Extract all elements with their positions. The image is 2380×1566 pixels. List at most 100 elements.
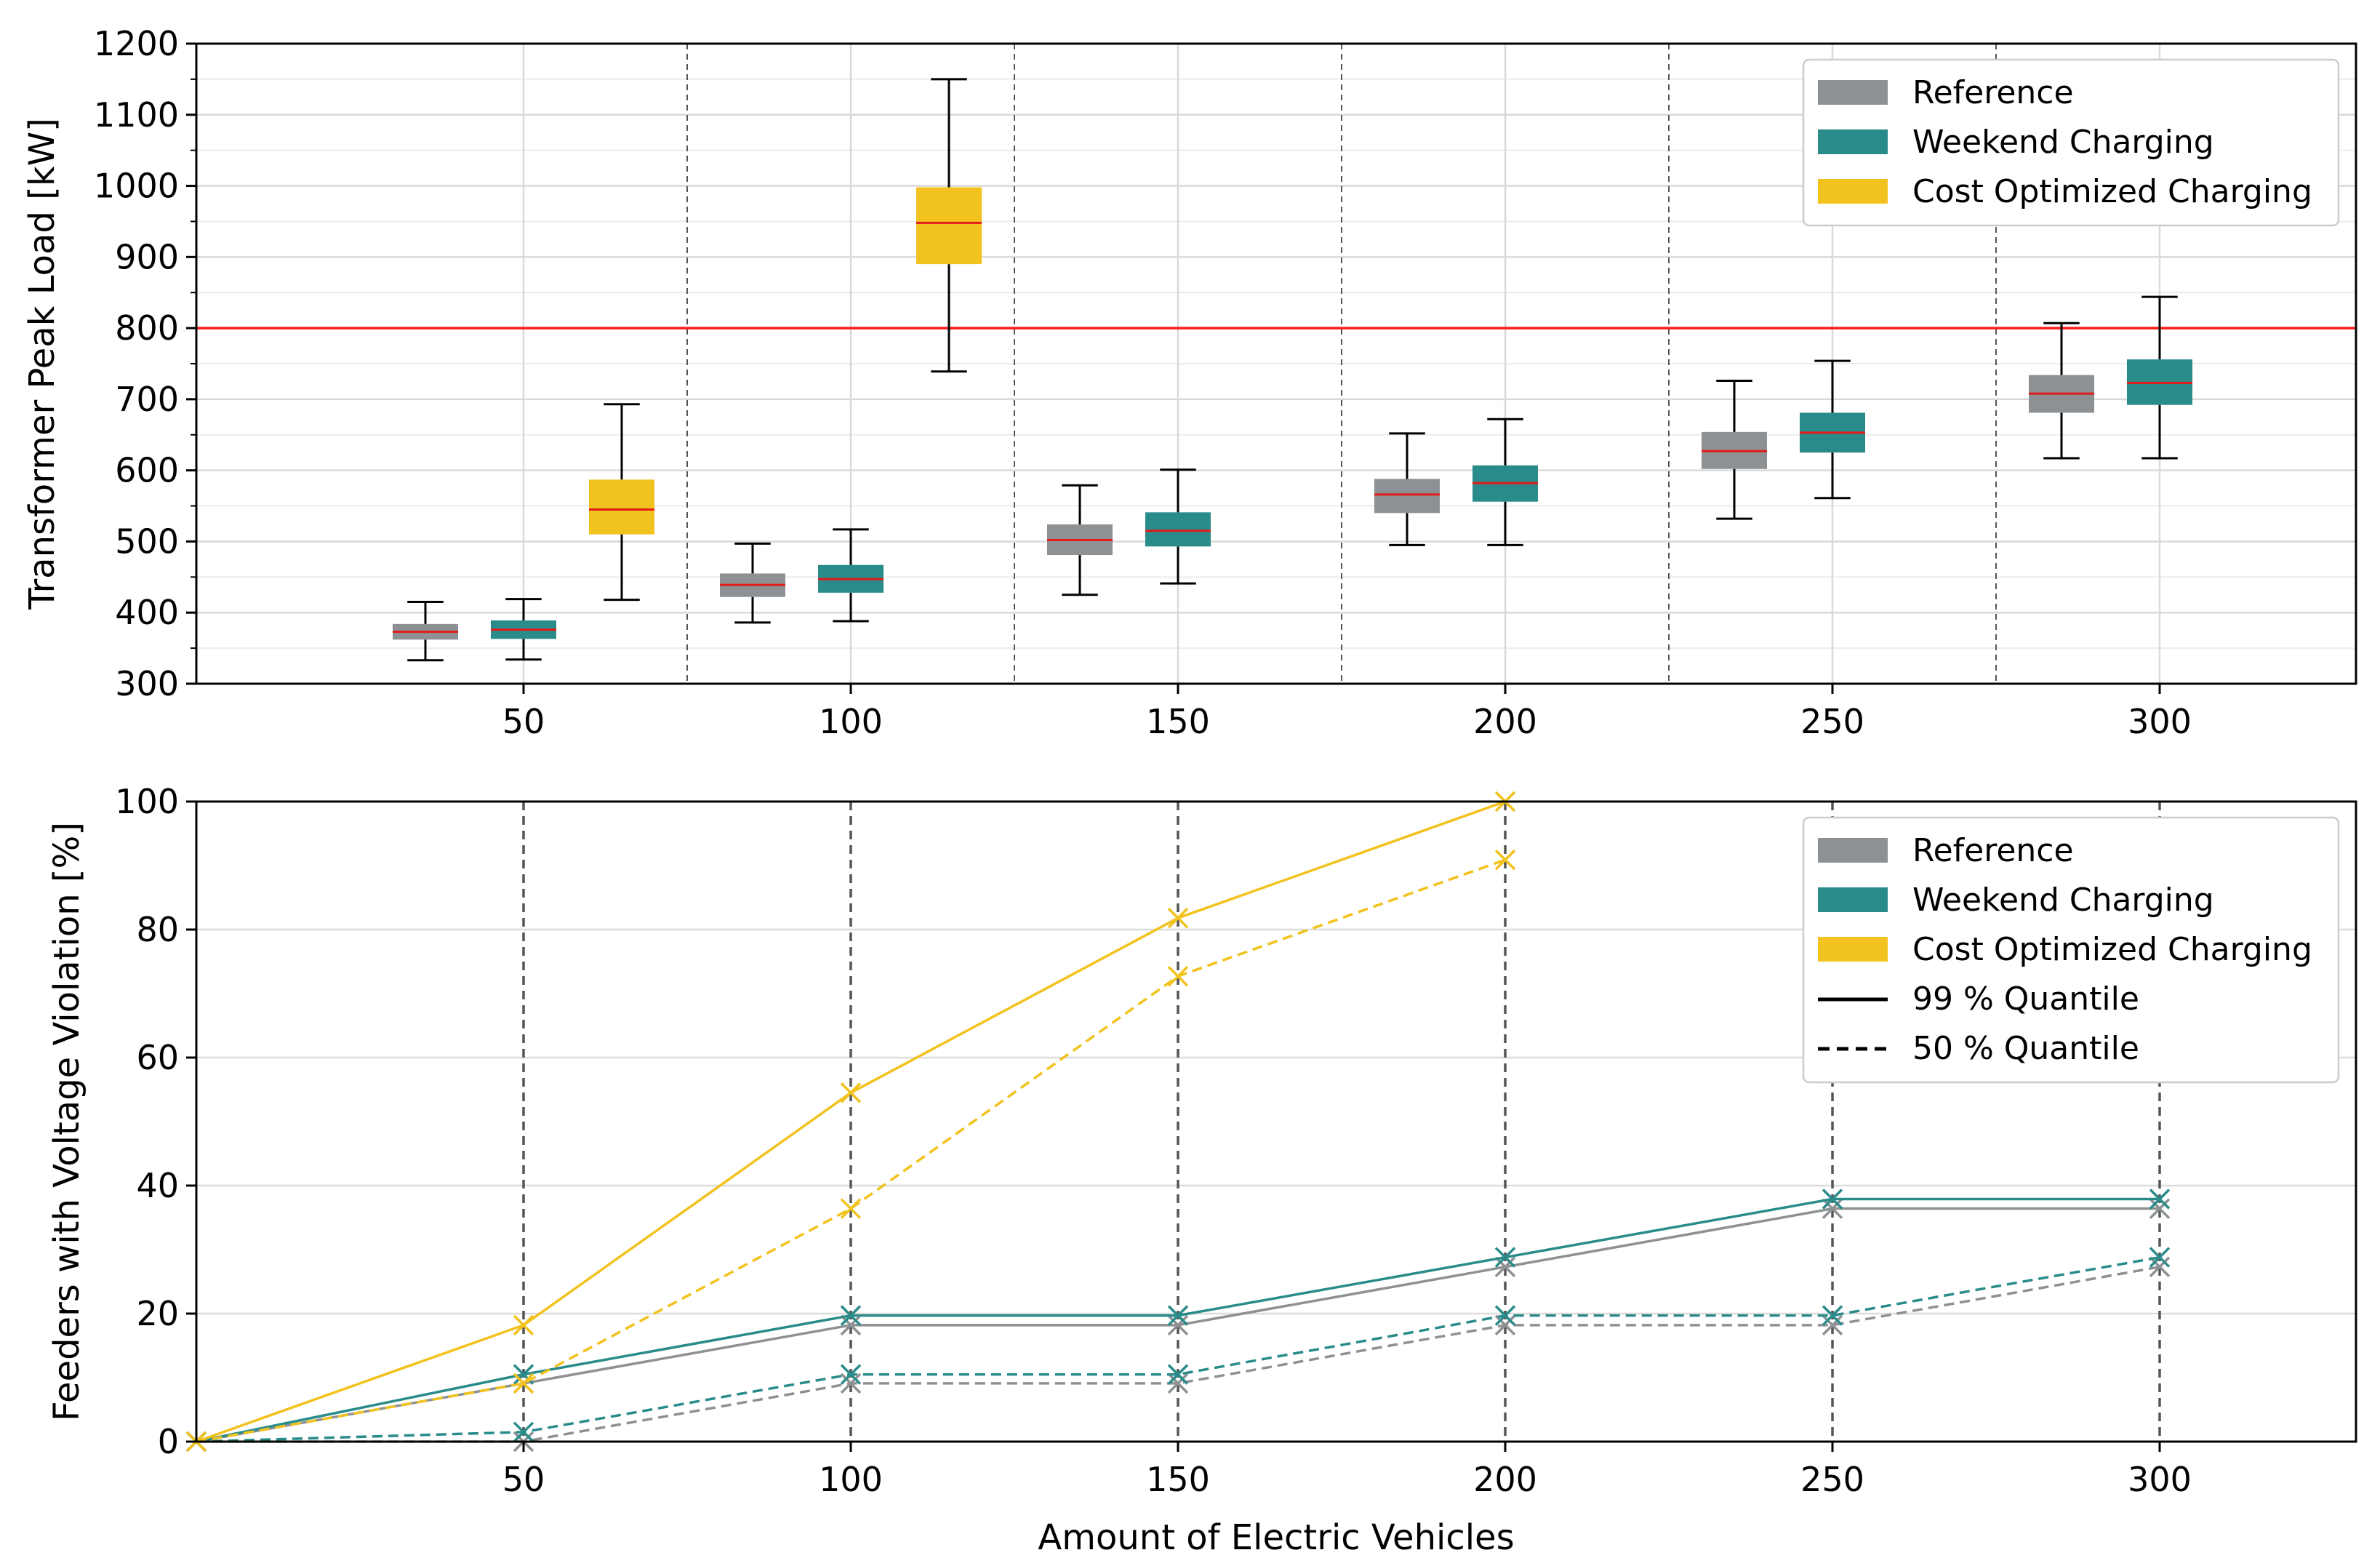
box-iqr [1374,479,1440,514]
marker-stroke [1167,966,1189,987]
series-weekend-charging-q99 [185,1189,2171,1453]
data-point-marker [840,1198,862,1219]
marker-stroke [1494,1256,1516,1277]
data-point-marker [2149,1198,2171,1219]
top-y-tick-label: 300 [115,664,179,703]
marker-stroke [513,1314,534,1336]
bottom-x-tick-label: 300 [2128,1460,2192,1499]
data-point-marker [513,1421,534,1443]
legend-swatch-weekend-charging [1818,887,1888,912]
data-point-marker [1822,1189,1843,1210]
box-weekend-charging-150 [1145,468,1211,585]
data-point-marker [1494,1305,1516,1326]
marker-stroke [1822,1314,1843,1336]
data-point-marker [840,1364,862,1385]
marker-stroke [1494,1314,1516,1336]
top-x-tick-label: 300 [2128,702,2192,741]
legend-label-weekend-charging: Weekend Charging [1912,882,2214,919]
top-x-tick-label: 100 [819,702,883,741]
top-axes-frame [195,42,2357,685]
series-line [196,858,1506,1443]
top-y-tick-label: 700 [115,380,179,419]
data-point-marker [1822,1314,1843,1336]
bottom-x-tick-label: 150 [1146,1460,1210,1499]
marker-stroke [840,1082,862,1103]
marker-stroke [2149,1189,2171,1210]
legend-label-reference: Reference [1912,832,2074,869]
legend-swatch-cost-optimized-charging [1818,179,1888,204]
data-point-marker [840,1305,862,1326]
bottom-y-tick-label: 0 [158,1422,179,1461]
legend-label-cost-optimized-charging: Cost Optimized Charging [1912,931,2312,968]
bottom-x-tick-label: 250 [1800,1460,1864,1499]
marker-stroke [2149,1247,2171,1268]
data-point-marker [1822,1305,1843,1326]
bottom-y-tick-label: 20 [136,1294,179,1333]
bottom-ticks: 0 20 40 60 80 100 50 100 150 200 250 300 [115,782,2192,1499]
top-boxes [393,78,2192,662]
bottom-y-tick-label: 100 [115,782,179,821]
marker-stroke [513,1421,534,1443]
peak-load-boxplot: 300 400 500 600 700 800 900 1000 1100 1200 50 100 15… [22,24,2357,741]
legend-swatch-cost-optimized-charging [1818,937,1888,962]
data-point-marker [1494,849,1516,871]
box-reference-150 [1047,484,1113,596]
top-y-axis-label: Transformer Peak Load [kW] [22,118,63,610]
marker-stroke [2149,1198,2171,1219]
marker-stroke [840,1364,862,1385]
bottom-x-axis-label: Amount of Electric Vehicles [1038,1517,1514,1558]
marker-stroke [840,1373,862,1394]
bottom-y-axis-label: Feeders with Voltage Violation [%] [47,822,87,1421]
bottom-legend-frame [1802,816,2340,1084]
data-point-marker [1822,1198,1843,1219]
marker-stroke [513,1373,534,1394]
top-x-tick-label: 50 [502,702,545,741]
data-point-marker [1167,1305,1189,1326]
top-legend-frame [1802,58,2340,227]
marker-stroke [1822,1305,1843,1326]
data-point-marker [2149,1256,2171,1277]
bottom-y-tick-label: 40 [136,1166,179,1205]
bottom-x-tick-label: 50 [502,1460,545,1499]
top-y-tick-label: 400 [115,593,179,632]
top-y-tick-label: 500 [115,522,179,561]
top-y-tick-label: 600 [115,451,179,490]
top-y-tick-label: 1100 [94,95,179,135]
data-point-marker [513,1373,534,1394]
top-ticks: 300 400 500 600 700 800 900 1000 1100 1200 50 100 15… [94,24,2192,741]
data-point-marker [1167,907,1189,929]
marker-stroke [1167,907,1189,929]
data-point-marker [840,1314,862,1336]
data-point-marker [513,1314,534,1336]
data-point-marker [1494,1314,1516,1336]
top-x-tick-label: 250 [1800,702,1864,741]
legend-swatch-weekend-charging [1818,129,1888,154]
marker-stroke [513,1364,534,1385]
series-cost-optimized-charging-q50 [185,849,1516,1453]
legend-label-cost-optimized-charging: Cost Optimized Charging [1912,173,2312,210]
top-y-tick-label: 1200 [94,24,179,63]
box-cost-optimized-charging-50 [589,403,654,602]
marker-stroke [1822,1189,1843,1210]
bottom-x-tick-label: 200 [1473,1460,1537,1499]
legend-label-50-quantile: 50 % Quantile [1912,1030,2139,1067]
legend-swatch-reference [1818,838,1888,863]
legend-label-99-quantile: 99 % Quantile [1912,980,2139,1018]
box-iqr [589,479,654,535]
marker-stroke [1167,1373,1189,1394]
box-iqr [1145,512,1211,547]
box-iqr [916,187,982,265]
bottom-axes-frame [195,800,2357,1443]
box-weekend-charging-300 [2127,295,2192,460]
marker-stroke [840,1305,862,1326]
top-y-tick-label: 1000 [94,167,179,206]
legend-label-reference: Reference [1912,74,2074,111]
data-point-marker [1167,1314,1189,1336]
box-reference-250 [1702,379,1767,520]
marker-stroke [840,1314,862,1336]
box-cost-optimized-charging-100 [916,78,982,373]
top-legend: Reference Weekend Charging Cost Optimized … [1802,58,2340,227]
data-point-marker [2149,1189,2171,1210]
voltage-violation-line-chart: 0 20 40 60 80 100 50 100 150 200 250 300 Feeders wi… [47,782,2357,1558]
